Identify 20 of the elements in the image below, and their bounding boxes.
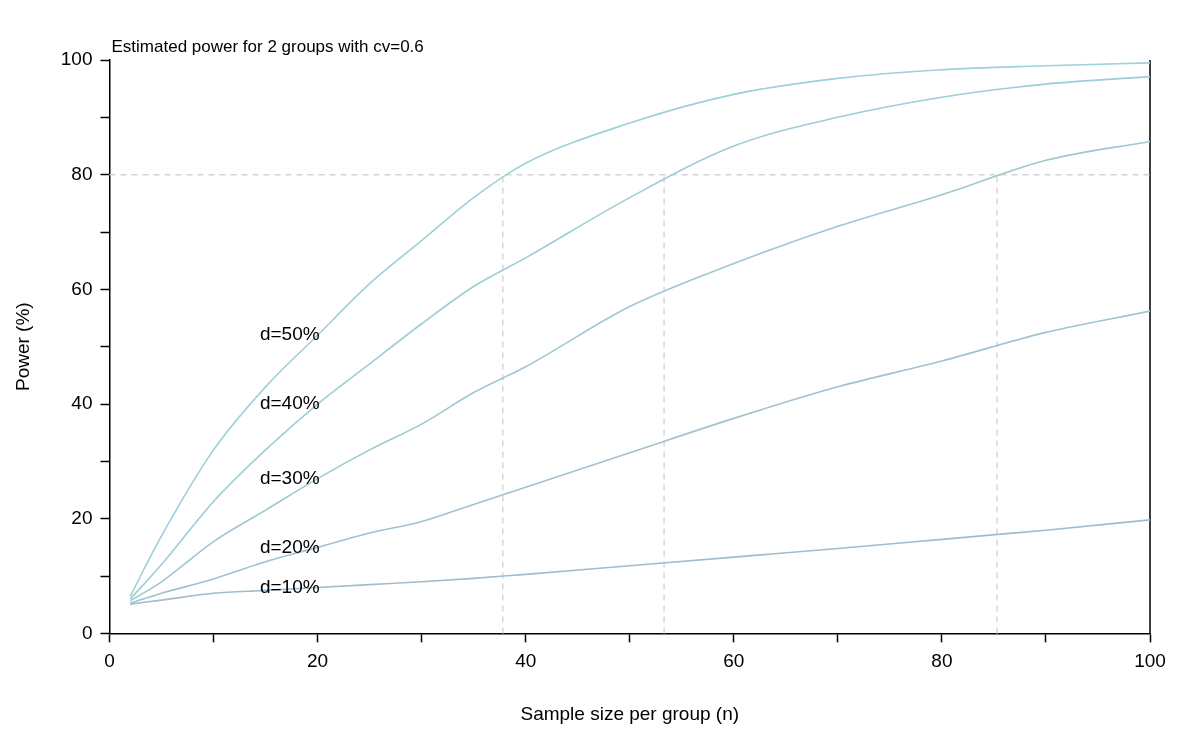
x-tick-label: 100 (1134, 650, 1166, 672)
x-tick-label: 80 (931, 650, 953, 672)
series-label: d=40% (259, 392, 320, 414)
x-tick-label: 60 (723, 650, 745, 672)
x-tick-label: 0 (104, 650, 115, 672)
y-tick-label: 0 (81, 621, 93, 643)
y-tick-label: 80 (71, 162, 93, 184)
x-tick-label: 40 (515, 650, 537, 672)
y-tick-label: 40 (71, 392, 93, 414)
series-label: d=50% (259, 323, 320, 345)
x-tick-label: 20 (307, 650, 329, 672)
series-label: d=20% (259, 535, 320, 557)
chart-title: Estimated power for 2 groups with cv=0.6 (111, 37, 424, 56)
series-label: d=30% (259, 466, 320, 488)
y-tick-label: 20 (71, 506, 93, 528)
y-tick-label: 100 (60, 48, 93, 70)
series-label: d=10% (259, 575, 320, 597)
y-axis-title: Power (%) (11, 302, 33, 392)
x-axis-title: Sample size per group (n) (520, 702, 740, 724)
y-tick-label: 60 (71, 277, 93, 299)
